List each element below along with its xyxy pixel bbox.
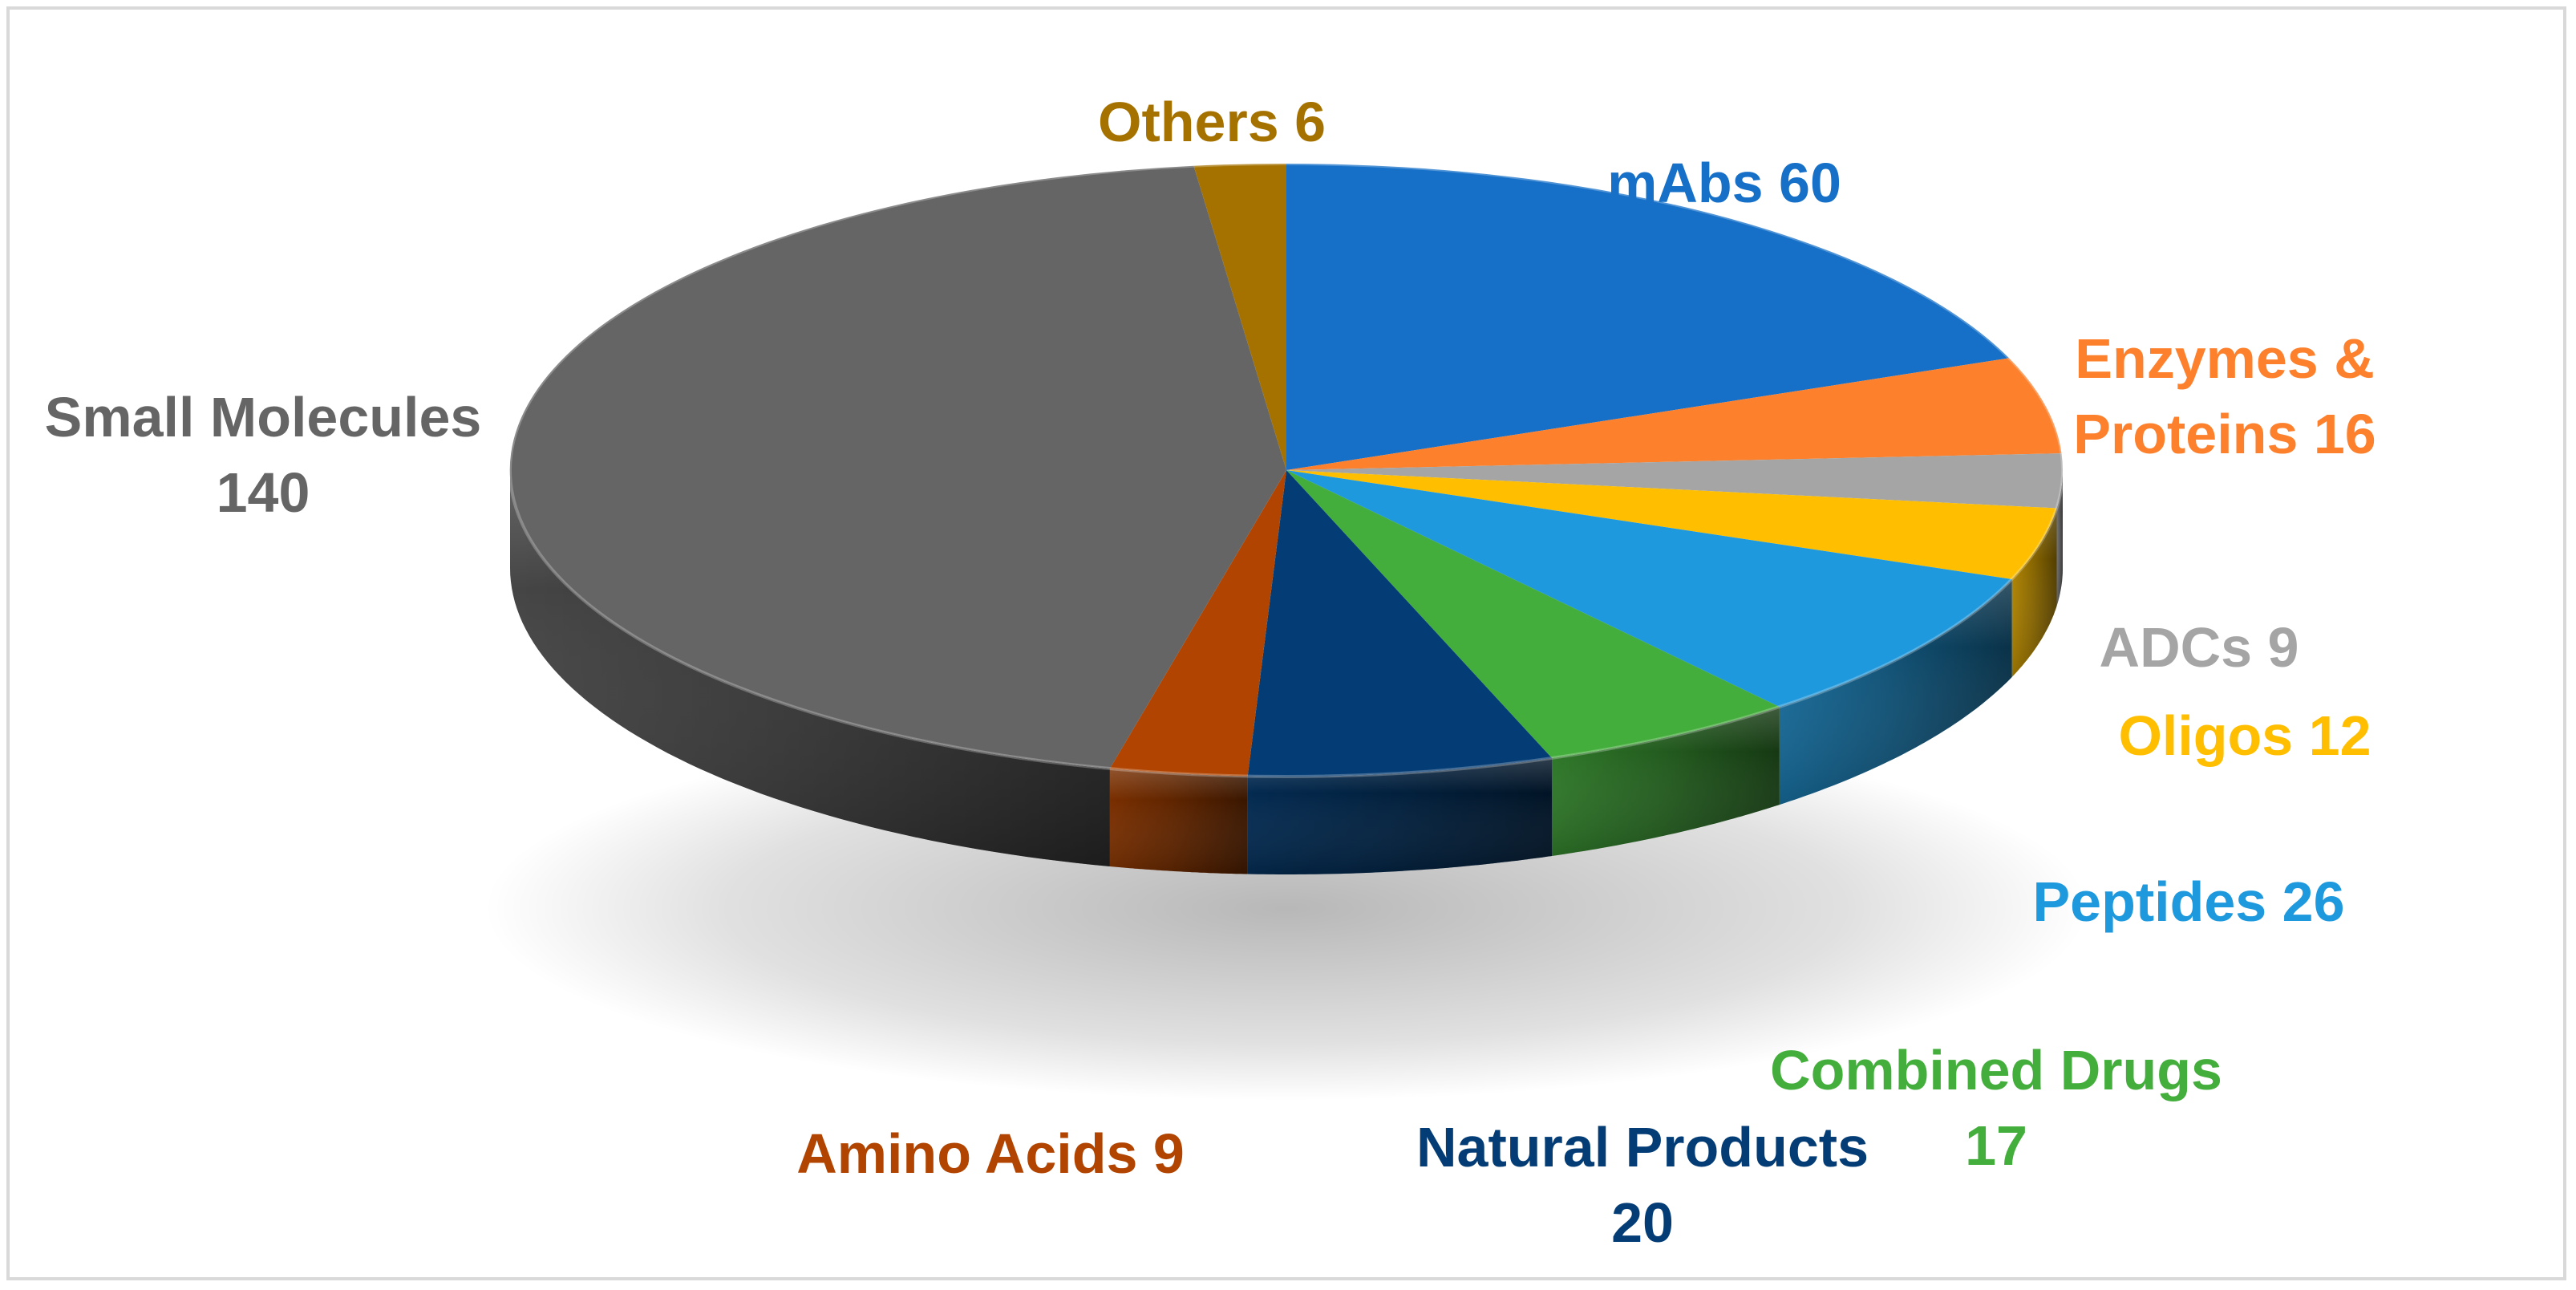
data-label-adcs: ADCs 9 bbox=[2100, 610, 2299, 685]
data-label-line: Small Molecules bbox=[44, 386, 482, 448]
data-label-mabs: mAbs 60 bbox=[1607, 145, 1841, 221]
side-adcs-highlight bbox=[2056, 470, 2063, 606]
slice-others bbox=[1193, 163, 1286, 471]
slice-enzymes-proteins bbox=[1286, 358, 2062, 470]
data-label-line: Enzymes & bbox=[2075, 327, 2375, 390]
data-label-combined-drugs: Combined Drugs 17 bbox=[1770, 1032, 2222, 1183]
data-label-line: Peptides 26 bbox=[2032, 870, 2345, 933]
data-label-line: Natural Products bbox=[1416, 1116, 1869, 1178]
data-label-others: Others 6 bbox=[1098, 84, 1326, 160]
data-label-line: Amino Acids 9 bbox=[796, 1122, 1185, 1185]
data-label-enzymes-proteins: Enzymes & Proteins 16 bbox=[2073, 321, 2376, 472]
pie-tops bbox=[508, 162, 2064, 778]
slice-mabs bbox=[1286, 164, 2010, 470]
side-oligos-highlight bbox=[2011, 508, 2057, 677]
pie-sides bbox=[510, 470, 2063, 874]
data-label-peptides: Peptides 26 bbox=[2032, 864, 2344, 939]
slice-adcs bbox=[1286, 453, 2063, 509]
slice-combined-drugs bbox=[1286, 470, 1780, 758]
data-label-oligos: Oligos 12 bbox=[2118, 698, 2371, 773]
side-natural-products-highlight bbox=[1247, 758, 1553, 874]
data-label-line: 17 bbox=[1965, 1114, 2027, 1177]
data-label-line: Combined Drugs bbox=[1770, 1039, 2222, 1101]
side-small-molecules-highlight bbox=[510, 470, 1110, 866]
slice-natural-products bbox=[1247, 470, 1553, 777]
data-label-amino-acids: Amino Acids 9 bbox=[796, 1116, 1185, 1191]
chart-frame: mAbs 60 Enzymes & Proteins 16 ADCs 9 Oligos … bbox=[6, 6, 2566, 1280]
pie-chart bbox=[484, 162, 2088, 1101]
data-label-line: Others 6 bbox=[1098, 91, 1326, 153]
data-label-line: 140 bbox=[216, 461, 310, 524]
data-label-line: 20 bbox=[1611, 1191, 1674, 1254]
pie-rim bbox=[508, 162, 2064, 778]
data-label-line: mAbs 60 bbox=[1607, 152, 1841, 214]
data-label-line: Proteins 16 bbox=[2073, 403, 2376, 465]
slice-peptides bbox=[1286, 470, 2012, 708]
slice-small-molecules bbox=[509, 165, 1286, 769]
data-label-line: Oligos 12 bbox=[2118, 704, 2371, 767]
data-label-line: ADCs 9 bbox=[2099, 616, 2299, 679]
slice-oligos bbox=[1286, 470, 2057, 579]
side-peptides-highlight bbox=[1779, 579, 2012, 805]
side-combined-drugs-highlight bbox=[1552, 707, 1780, 856]
slice-amino-acids bbox=[1109, 470, 1286, 777]
data-label-small-molecules: Small Molecules 140 bbox=[45, 379, 482, 530]
side-amino-acids-highlight bbox=[1109, 769, 1248, 874]
data-label-natural-products: Natural Products 20 bbox=[1416, 1109, 1869, 1260]
